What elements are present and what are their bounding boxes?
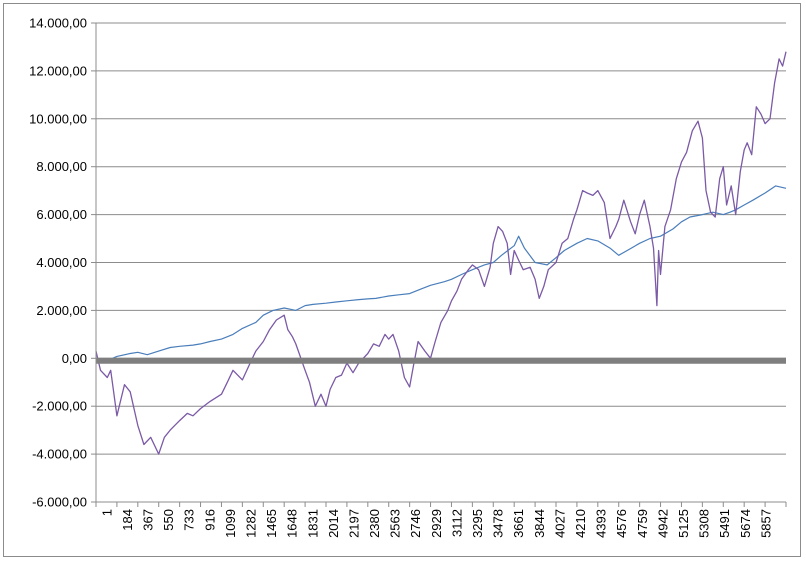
y-tick-labels: 14.000,00 12.000,00 10.000,00 8.000,00 6.000… [29,16,87,510]
y-tick-label: 12.000,00 [29,63,87,78]
x-tick-label: 733 [182,509,197,531]
x-tick-label: 4942 [655,509,670,538]
x-tick-label: 3478 [491,509,506,538]
x-tick-label: 5125 [676,509,691,538]
x-tick-label: 3112 [449,509,464,537]
x-tick-label: 1 [99,509,114,516]
y-tick-label: -4.000,00 [32,447,87,462]
x-tick-label: 367 [140,509,155,531]
series-line [95,51,787,455]
x-tick-label: 2014 [326,509,341,538]
y-tick-label: 0,00 [62,351,87,366]
x-tick-label: 3295 [470,509,485,538]
y-tick-label: 14.000,00 [29,16,87,31]
gridlines [96,22,786,503]
x-tick-label: 2563 [388,509,403,538]
x-tick-label: 916 [202,509,217,531]
y-tick-label: 6.000,00 [36,207,87,222]
y-tick-label: -6.000,00 [32,495,87,510]
axes [91,22,787,507]
x-tick-label: 1465 [264,509,279,538]
y-tick-label: 4.000,00 [36,255,87,270]
x-tick-label: 5674 [738,509,753,538]
x-tick-label: 3661 [511,509,526,538]
x-tick-label: 5857 [758,509,773,538]
x-tick-label: 2380 [367,509,382,538]
x-tick-label: 4393 [594,509,609,538]
series-layer [95,51,787,455]
x-tick-label: 2929 [429,509,444,538]
x-tick-label: 4576 [614,509,629,538]
x-tick-label: 1831 [305,509,320,538]
chart-frame: 14.000,00 12.000,00 10.000,00 8.000,00 6.000… [3,3,801,557]
x-tick-label: 5308 [697,509,712,538]
x-tick-label: 2746 [408,509,423,538]
x-tick-label: 1099 [223,509,238,538]
x-tick-label: 3844 [532,509,547,538]
x-tick-label: 184 [120,509,135,531]
x-tick-label: 1282 [243,509,258,538]
y-tick-label: -2.000,00 [32,399,87,414]
x-tick-label: 4210 [573,509,588,538]
x-tick-label: 4027 [552,509,567,538]
y-tick-label: 10.000,00 [29,111,87,126]
x-tick-label: 1648 [285,509,300,538]
x-tick-label: 4759 [635,509,650,538]
line-chart: 14.000,0012.000,0010.000,008.000,006.000… [29,16,787,538]
y-tick-label: 2.000,00 [36,303,87,318]
x-tick-label: 550 [161,509,176,531]
x-tick-labels: 1 184 367 550 733 916 1099 1282 1465 1648 1831 2014… [99,509,773,538]
x-tick-label: 5491 [717,509,732,538]
y-tick-label: 8.000,00 [36,159,87,174]
x-tick-label: 2197 [346,509,361,538]
series-line [95,185,787,362]
